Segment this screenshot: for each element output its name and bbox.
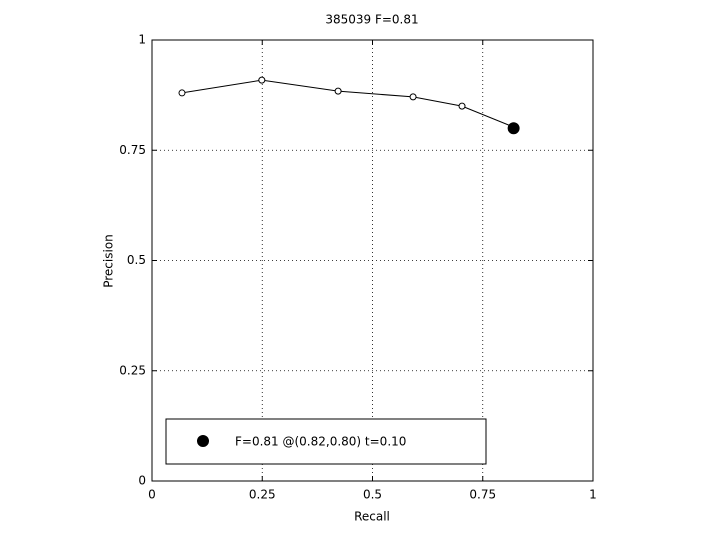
x-axis-label: Recall [354,510,390,524]
best-point [507,122,520,135]
plot-frame [151,39,594,482]
point [458,102,466,110]
legend-label: F=0.81 @(0.82,0.80) t=0.10 [235,435,406,449]
legend-box [165,418,487,465]
y-tick-label: 0.25 [119,363,146,377]
legend-marker [197,435,209,447]
line [181,79,514,128]
y-tick-label: 0 [138,474,146,488]
y-axis-label: Precision [102,234,116,288]
chart-title: 385039 F=0.81 [325,13,418,27]
point [258,76,266,84]
y-tick-label: 0.75 [119,143,146,157]
point [334,87,342,95]
x-tick-label: 1 [589,488,597,502]
point [409,93,417,101]
y-tick-label: 1 [138,33,146,47]
x-tick-label: 0.25 [249,488,276,502]
x-tick-label: 0 [148,488,156,502]
x-tick-label: 0.5 [363,488,382,502]
y-tick-label: 0.5 [127,253,146,267]
x-tick-label: 0.75 [469,488,496,502]
point [178,89,186,97]
